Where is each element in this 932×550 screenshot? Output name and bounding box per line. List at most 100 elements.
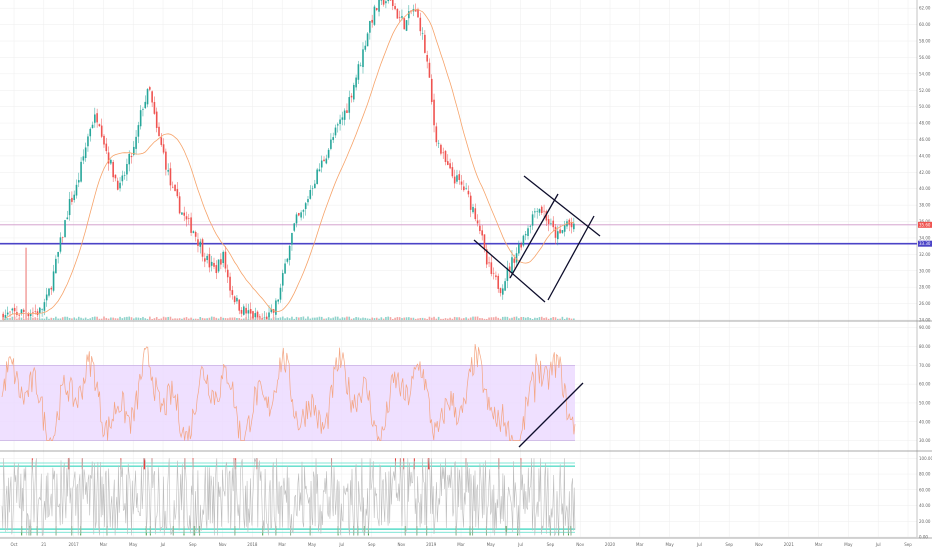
candle-body bbox=[540, 206, 543, 214]
candle-body bbox=[82, 156, 85, 161]
x-tick-label: 21 bbox=[41, 542, 47, 547]
candle-body bbox=[552, 220, 555, 228]
volume-bar bbox=[171, 318, 174, 320]
candle-body bbox=[504, 281, 506, 291]
candle-body bbox=[233, 296, 236, 303]
x-tick-label: Jul bbox=[875, 542, 881, 547]
candle-body bbox=[112, 161, 114, 178]
candle-body bbox=[325, 158, 328, 164]
volume-bar bbox=[263, 317, 266, 320]
candle-body bbox=[192, 231, 195, 233]
volume-bar bbox=[357, 317, 360, 320]
candle-body bbox=[382, 0, 385, 5]
volume-bar bbox=[355, 316, 357, 320]
y-tick-label: 58.00 bbox=[919, 39, 931, 44]
volume-bar bbox=[433, 316, 435, 320]
candle-body bbox=[435, 126, 438, 143]
volume-bar bbox=[215, 317, 218, 320]
candle-body bbox=[199, 241, 202, 247]
candle-body bbox=[254, 313, 257, 318]
volume-bar bbox=[249, 316, 252, 320]
volume-bar bbox=[364, 317, 367, 320]
trend-drawings[interactable] bbox=[473, 175, 601, 448]
candle-body bbox=[187, 218, 190, 219]
y-tick-label: 38.00 bbox=[919, 203, 931, 208]
volume-bar bbox=[16, 318, 18, 320]
volume-bar bbox=[61, 317, 64, 320]
x-tick-label: Jul bbox=[696, 542, 702, 547]
volume-bar bbox=[557, 318, 559, 320]
candle-body bbox=[403, 18, 406, 30]
trendline-drawing[interactable] bbox=[523, 175, 601, 237]
volume-bar bbox=[110, 317, 112, 320]
y-tick-label: 26.00 bbox=[919, 301, 931, 306]
candle-body bbox=[201, 239, 204, 257]
volume-bar bbox=[87, 318, 89, 320]
candle-body bbox=[185, 216, 188, 220]
volume-bar bbox=[135, 317, 137, 320]
x-tick-label: Mar bbox=[278, 542, 286, 547]
candle-body bbox=[204, 258, 206, 262]
volume-bar bbox=[2, 317, 4, 320]
candle-body bbox=[181, 212, 183, 215]
trendline-drawing[interactable] bbox=[509, 193, 559, 279]
volume-bar bbox=[213, 316, 215, 320]
volume-bar bbox=[446, 318, 449, 320]
candle-body bbox=[295, 214, 298, 224]
candle-body bbox=[456, 175, 458, 182]
candle-body bbox=[323, 159, 325, 162]
volume-bar bbox=[226, 318, 229, 320]
volume-bar bbox=[80, 317, 82, 320]
volume-bar bbox=[465, 317, 467, 320]
candle-body bbox=[279, 287, 282, 300]
candle-body bbox=[316, 169, 318, 185]
volume-bar bbox=[210, 316, 213, 320]
volume-bar bbox=[45, 316, 48, 320]
volume-bar bbox=[534, 317, 536, 320]
volume-bar bbox=[472, 316, 474, 320]
candle-body bbox=[469, 195, 472, 210]
candle-body bbox=[293, 223, 296, 231]
candle-body bbox=[75, 184, 78, 196]
x-tick-label: May bbox=[844, 542, 853, 547]
volume-bar bbox=[408, 317, 410, 320]
candle-body bbox=[288, 245, 291, 260]
candle-body bbox=[43, 302, 46, 311]
y-tick-label: 100.00 bbox=[919, 456, 932, 461]
candle-body bbox=[334, 127, 337, 136]
candle-body bbox=[94, 114, 96, 123]
candle-body bbox=[132, 146, 135, 155]
volume-bar bbox=[68, 317, 71, 320]
trendline-drawing[interactable] bbox=[473, 239, 546, 303]
y-tick-label: 44.00 bbox=[919, 153, 931, 158]
candle-body bbox=[174, 184, 176, 191]
volume-bar bbox=[451, 318, 454, 320]
candle-body bbox=[518, 244, 520, 254]
volume-bar bbox=[449, 317, 451, 320]
price-tag-label: 33.30 bbox=[919, 241, 931, 246]
volume-bar bbox=[151, 318, 153, 320]
volume-bar bbox=[311, 317, 314, 320]
volume-bar bbox=[414, 318, 417, 320]
candle-body bbox=[501, 288, 504, 295]
candle-body bbox=[545, 211, 548, 221]
horizontal-lines[interactable] bbox=[0, 224, 917, 245]
volume-bar bbox=[412, 317, 415, 320]
candle-body bbox=[359, 65, 362, 67]
candle-body bbox=[318, 169, 321, 172]
candle-body bbox=[103, 135, 105, 145]
y-tick-label: 50.00 bbox=[919, 104, 931, 109]
candle-body bbox=[387, 0, 390, 2]
candle-body bbox=[29, 313, 32, 317]
rsi-band bbox=[0, 365, 575, 441]
volume-bar bbox=[506, 316, 509, 320]
y-tick-label: 60.00 bbox=[919, 487, 931, 492]
volume-bar bbox=[94, 316, 96, 320]
candle-body bbox=[536, 211, 538, 212]
trendline-drawing[interactable] bbox=[547, 215, 595, 301]
volume-bar bbox=[467, 318, 470, 320]
candle-body bbox=[378, 0, 380, 12]
candle-body bbox=[405, 20, 408, 31]
trendline-drawing[interactable] bbox=[518, 382, 584, 448]
